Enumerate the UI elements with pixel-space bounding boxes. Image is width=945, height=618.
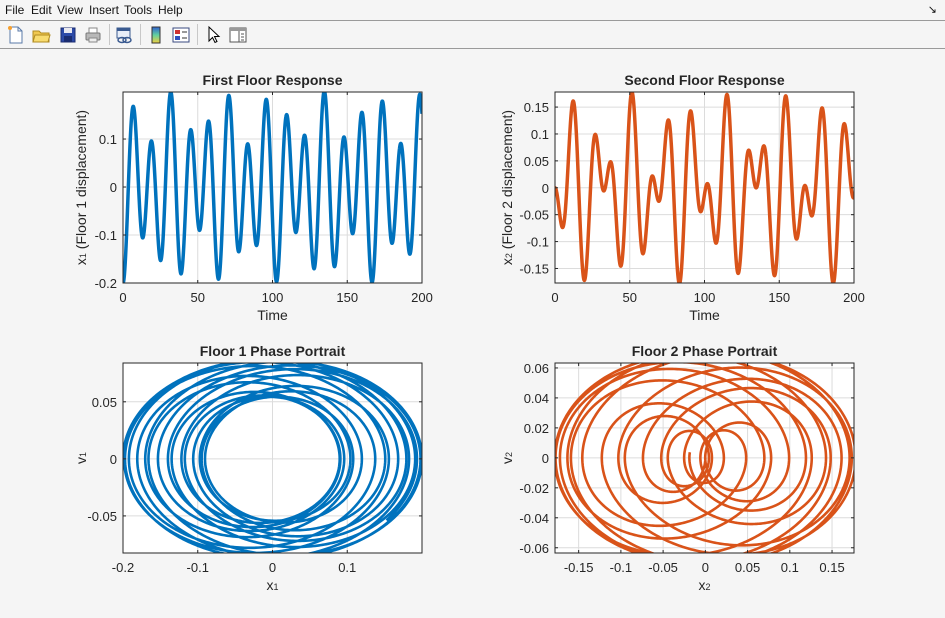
y-axis-label-main: x (73, 258, 89, 265)
y-axis-label-rest: (Floor 2 displacement) (499, 110, 515, 253)
y-tick-label: 0.1 (99, 132, 117, 147)
legend-icon[interactable] (171, 25, 191, 45)
x-tick-label: 0.1 (781, 560, 799, 575)
x-tick-label: 0 (269, 560, 276, 575)
y-tick-label: 0.05 (524, 154, 549, 169)
x-tick-label: 200 (843, 290, 865, 305)
y-axis-label-sub: 1 (78, 452, 88, 457)
link-plot-icon[interactable] (114, 25, 134, 45)
chart-title: Second Floor Response (624, 72, 784, 88)
toolbar (0, 21, 945, 49)
y-tick-label: -0.1 (95, 228, 117, 243)
y-axis-label-main: v (499, 457, 515, 464)
y-axis-label-sub: 2 (504, 253, 514, 258)
toolbar-separator (197, 24, 198, 45)
y-tick-label: 0.04 (524, 391, 549, 406)
y-axis-label: v2 (499, 452, 515, 464)
x-axis-label-sub: 2 (705, 582, 710, 592)
x-tick-label: -0.1 (610, 560, 632, 575)
y-tick-label: -0.15 (519, 261, 549, 276)
property-panel-icon[interactable] (228, 25, 248, 45)
x-axis-label-main: x (266, 577, 273, 593)
toolbar-separator (109, 24, 110, 45)
x-axis-label-sub: 1 (273, 582, 278, 592)
x-axis-label: x1 (266, 577, 278, 593)
y-axis-label-main: v (73, 457, 89, 464)
colorbar-icon[interactable] (146, 25, 166, 45)
y-tick-label: 0.05 (92, 395, 117, 410)
x-tick-label: 0 (119, 290, 126, 305)
x-axis-label: Time (689, 307, 720, 323)
menu-bar: File Edit View Insert Tools Help ↘ (0, 0, 945, 21)
x-tick-label: 150 (768, 290, 790, 305)
x-axis-label: x2 (698, 577, 710, 593)
x-tick-label: 100 (694, 290, 716, 305)
y-tick-label: 0.06 (524, 361, 549, 376)
x-tick-label: 0 (702, 560, 709, 575)
y-tick-label: -0.05 (519, 208, 549, 223)
axes-floor2-phase-portrait[interactable]: -0.15 -0.1 -0.05 0 0.05 0.1 0.15 -0.06 -0.04 -0.0… (499, 343, 856, 593)
x-axis-label-main: x (698, 577, 705, 593)
printer-icon[interactable] (83, 25, 103, 45)
y-tick-label: 0 (542, 181, 549, 196)
y-axis-label-main: x (499, 258, 515, 265)
menu-file[interactable]: File (5, 3, 25, 17)
x-tick-label: 50 (623, 290, 637, 305)
x-axis-label: Time (257, 307, 288, 323)
dock-arrow-icon[interactable]: ↘ (927, 4, 937, 16)
axes-first-floor-response[interactable]: 0 50 100 150 200 -0.2 -0.1 0 0.1 First Floor Resp… (73, 72, 433, 323)
y-tick-label: -0.2 (95, 276, 117, 291)
new-file-icon[interactable] (6, 25, 26, 45)
save-disk-icon[interactable] (58, 25, 78, 45)
series-line-x1 (123, 92, 422, 283)
y-tick-label: -0.05 (87, 509, 117, 524)
x-tick-label: 100 (262, 290, 284, 305)
x-tick-label: 50 (191, 290, 205, 305)
x-tick-label: 0.05 (735, 560, 760, 575)
y-tick-label: 0.1 (531, 127, 549, 142)
chart-title: First Floor Response (202, 72, 342, 88)
menu-edit[interactable]: Edit (31, 3, 52, 17)
x-tick-label: 200 (411, 290, 433, 305)
menu-insert[interactable]: Insert (89, 3, 120, 17)
y-axis-label-rest: (Floor 1 displacement) (73, 110, 89, 253)
y-tick-label: 0.02 (524, 421, 549, 436)
y-axis-label: v1 (73, 452, 89, 464)
series-line-x2 (555, 92, 854, 283)
pointer-arrow-icon[interactable] (204, 25, 224, 45)
y-axis-label-sub: 1 (78, 253, 88, 258)
chart-title: Floor 2 Phase Portrait (632, 343, 778, 359)
y-tick-label: -0.1 (527, 235, 549, 250)
y-tick-label: 0 (110, 180, 117, 195)
y-axis-label: x2 (Floor 2 displacement) (499, 110, 515, 265)
y-tick-label: 0 (110, 452, 117, 467)
axes-second-floor-response[interactable]: 0 50 100 150 200 -0.15 -0.1 -0.05 0 0.05 0.1 0.15 Se… (499, 72, 865, 323)
chart-title: Floor 1 Phase Portrait (200, 343, 346, 359)
y-tick-label: -0.06 (519, 541, 549, 556)
y-tick-label: -0.04 (519, 511, 549, 526)
y-tick-label: -0.02 (519, 481, 549, 496)
x-tick-label: 0.1 (338, 560, 356, 575)
series-line-v1-vs-x1 (123, 363, 422, 553)
x-tick-label: 0 (551, 290, 558, 305)
folder-open-icon[interactable] (31, 25, 51, 45)
x-tick-label: 150 (336, 290, 358, 305)
y-axis-label: x1 (Floor 1 displacement) (73, 110, 89, 265)
menu-tools[interactable]: Tools (124, 3, 153, 17)
menu-view[interactable]: View (57, 3, 83, 17)
x-tick-label: -0.05 (648, 560, 678, 575)
y-tick-label: 0.15 (524, 100, 549, 115)
y-axis-label-sub: 2 (504, 452, 514, 457)
x-tick-label: -0.15 (564, 560, 594, 575)
x-tick-label: 0.15 (819, 560, 844, 575)
axes-floor1-phase-portrait[interactable]: -0.2 -0.1 0 0.1 -0.05 0 0.05 Floor 1 Phase Port… (73, 343, 423, 593)
x-tick-label: -0.1 (187, 560, 209, 575)
menu-help[interactable]: Help (158, 3, 183, 17)
y-tick-label: 0 (542, 451, 549, 466)
series-line-v2-vs-x2 (555, 363, 854, 553)
x-tick-label: -0.2 (112, 560, 134, 575)
toolbar-separator (140, 24, 141, 45)
